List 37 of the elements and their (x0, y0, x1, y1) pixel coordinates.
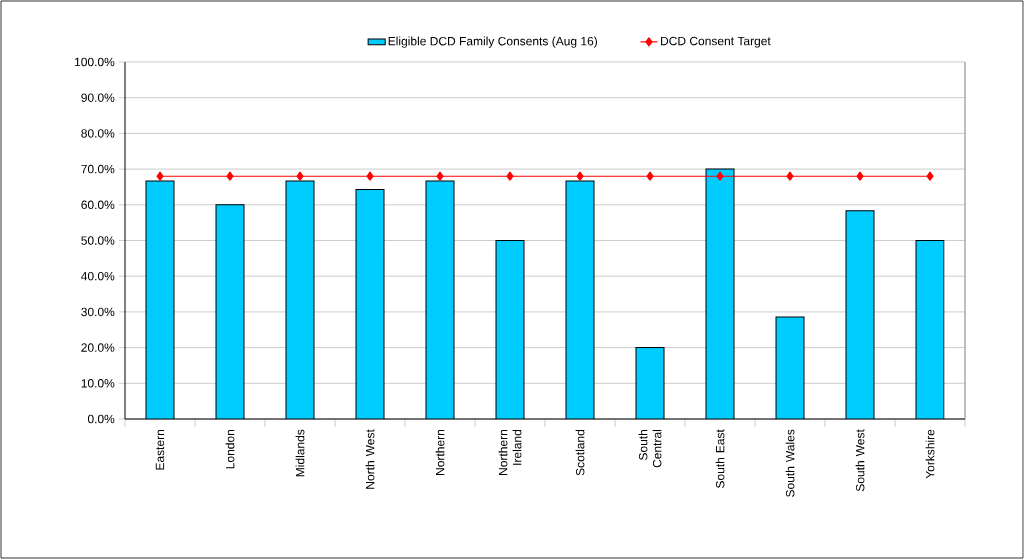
bar (566, 180, 595, 419)
x-tick-label: South Wales (785, 429, 795, 497)
x-tick-label: London (225, 429, 235, 469)
bar (426, 180, 455, 419)
x-tick-label: Eastern (155, 429, 165, 470)
x-tick-label: South East (715, 429, 725, 489)
bar (846, 210, 875, 419)
y-tick-label: 60.0% (81, 200, 115, 210)
bar (496, 240, 525, 419)
bar (216, 204, 244, 419)
y-tick-label: 10.0% (81, 379, 115, 388)
bar (286, 180, 315, 419)
bar (706, 169, 735, 419)
bar (356, 189, 385, 419)
x-tick-label: Northern Ireland (498, 429, 522, 475)
y-tick-label: 90.0% (81, 93, 115, 102)
y-tick-label: 30.0% (81, 307, 115, 317)
x-tick-label: Midlands (295, 429, 305, 477)
y-tick-label: 100.0% (75, 57, 115, 67)
x-tick-label: North West (365, 429, 375, 489)
x-tick-label: Scotland (575, 429, 585, 476)
y-tick-label: 0.0% (87, 414, 115, 424)
x-tick-label: South West (855, 429, 865, 492)
y-tick-label: 50.0% (81, 236, 115, 245)
y-tick-label: 20.0% (81, 343, 115, 352)
y-tick-label: 70.0% (81, 164, 115, 174)
bar (636, 347, 665, 419)
x-tick-label: Northern (435, 429, 445, 475)
y-tick-label: 80.0% (81, 129, 115, 138)
x-tick-label: Yorkshire (925, 429, 935, 479)
y-tick-label: 40.0% (81, 271, 115, 281)
bar (776, 316, 805, 419)
bar (915, 240, 945, 419)
legend-label: Eligible DCD Family Consents (Aug 16) (388, 36, 597, 48)
x-tick-label: South Central (638, 429, 662, 468)
legend-label: DCD Consent Target (661, 36, 771, 48)
bar (146, 180, 174, 419)
